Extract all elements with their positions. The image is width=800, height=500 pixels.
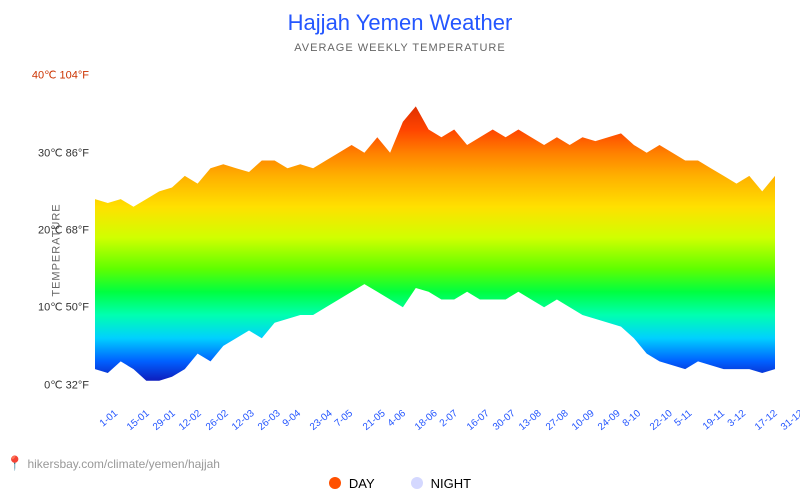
x-tick-label: 29-01 <box>151 408 178 433</box>
x-tick-label: 16-07 <box>465 408 492 433</box>
x-tick-label: 17-12 <box>753 408 780 433</box>
map-pin-icon: 📍 <box>6 455 23 472</box>
weather-chart-container: Hajjah Yemen Weather AVERAGE WEEKLY TEMP… <box>0 0 800 500</box>
x-tick-label: 26-03 <box>256 408 283 433</box>
x-tick-label: 9-04 <box>281 408 303 429</box>
x-tick-label: 12-03 <box>230 408 257 433</box>
x-tick-label: 27-08 <box>544 408 571 433</box>
x-tick-label: 31-12 <box>779 408 800 433</box>
x-tick-label: 23-04 <box>308 408 335 433</box>
x-tick-label: 3-12 <box>725 408 747 429</box>
x-tick-label: 5-11 <box>673 408 695 429</box>
plot-area <box>95 60 775 400</box>
x-tick-label: 7-05 <box>333 408 355 429</box>
x-tick-label: 1-01 <box>98 408 120 429</box>
x-tick-label: 13-08 <box>517 408 544 433</box>
y-tick-label: 0℃ 32°F <box>44 378 89 391</box>
x-tick-label: 22-10 <box>648 408 675 433</box>
x-tick-label: 2-07 <box>438 408 460 429</box>
x-tick-label: 4-06 <box>385 408 407 429</box>
x-tick-label: 8-10 <box>621 408 643 429</box>
x-tick-label: 18-06 <box>413 408 440 433</box>
legend-dot-icon <box>329 477 341 489</box>
x-tick-label: 30-07 <box>491 408 518 433</box>
legend-item: DAY <box>329 476 375 491</box>
temperature-area-chart <box>95 60 775 400</box>
legend-dot-icon <box>411 477 423 489</box>
chart-subtitle: AVERAGE WEEKLY TEMPERATURE <box>0 42 800 54</box>
x-tick-label: 15-01 <box>125 408 152 433</box>
legend-label: DAY <box>349 476 375 491</box>
x-tick-label: 21-05 <box>361 408 388 433</box>
x-tick-label: 10-09 <box>570 408 597 433</box>
y-tick-label: 20℃ 68°F <box>38 224 89 237</box>
attribution-text: hikersbay.com/climate/yemen/hajjah <box>27 457 220 471</box>
x-tick-label: 19-11 <box>700 408 726 432</box>
attribution-link[interactable]: 📍 hikersbay.com/climate/yemen/hajjah <box>6 455 220 472</box>
y-axis-ticks: 0℃ 32°F 10℃ 50°F 20℃ 68°F 30℃ 86°F 40℃ 104°F <box>0 60 95 400</box>
chart-title: Hajjah Yemen Weather <box>0 0 800 36</box>
x-axis-ticks: 1-0115-0129-0112-0226-0212-0326-039-0423… <box>95 402 775 462</box>
legend-item: NIGHT <box>411 476 471 491</box>
y-tick-label: 40℃ 104°F <box>32 69 89 82</box>
x-tick-label: 12-02 <box>177 408 204 433</box>
x-tick-label: 26-02 <box>204 408 231 433</box>
y-tick-label: 10℃ 50°F <box>38 301 89 314</box>
x-tick-label: 24-09 <box>596 408 623 433</box>
chart-legend: DAY NIGHT <box>0 476 800 493</box>
legend-label: NIGHT <box>431 476 471 491</box>
y-tick-label: 30℃ 86°F <box>38 146 89 159</box>
